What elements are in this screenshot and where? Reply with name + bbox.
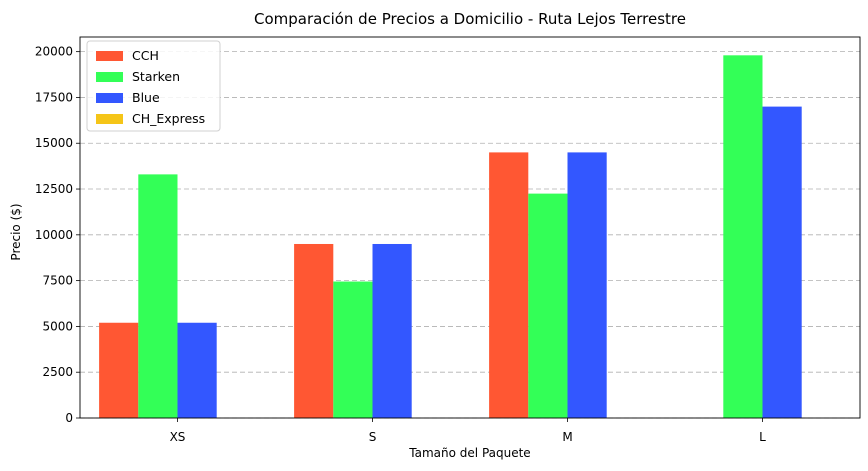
legend-label: Blue (132, 90, 160, 105)
legend-label: CCH (132, 48, 159, 63)
legend-swatch (96, 114, 123, 124)
bar-blue-xs (177, 322, 217, 418)
chart-title: Comparación de Precios a Domicilio - Rut… (254, 10, 686, 28)
bar-blue-m (567, 152, 607, 418)
bar-starken-m (528, 193, 568, 418)
y-tick-label: 17500 (35, 90, 73, 104)
bar-starken-xs (138, 174, 178, 418)
y-tick-label: 7500 (42, 274, 73, 288)
legend: CCH Starken Blue CH_Express (86, 40, 221, 132)
y-tick-label: 15000 (35, 136, 73, 150)
legend-label: CH_Express (132, 111, 205, 126)
x-axis-ticks: XS S M L (170, 418, 766, 444)
y-axis-ticks: 0 2500 5000 7500 10000 12500 15000 17500 20000 (35, 45, 80, 425)
x-tick-label: M (562, 430, 572, 444)
legend-swatch (96, 93, 123, 103)
plot-frame (79, 36, 861, 419)
y-tick-label: 20000 (35, 45, 73, 59)
y-axis-label: Precio ($) (9, 203, 23, 260)
x-tick-label: XS (170, 430, 186, 444)
y-tick-label: 0 (65, 411, 73, 425)
x-tick-label: L (759, 430, 766, 444)
y-tick-label: 10000 (35, 228, 73, 242)
y-tick-label: 2500 (42, 365, 73, 379)
bar-blue-l (762, 106, 802, 418)
legend-label: Starken (132, 69, 180, 84)
bar-cch-s (294, 243, 334, 418)
legend-swatch (96, 51, 123, 61)
y-tick-label: 12500 (35, 182, 73, 196)
bar-blue-s (372, 243, 412, 418)
legend-box (86, 40, 221, 132)
bar-starken-s (333, 281, 373, 418)
x-tick-label: S (369, 430, 377, 444)
x-axis-label: Tamaño del Paquete (408, 446, 530, 460)
legend-swatch (96, 72, 123, 82)
bar-cch-xs (99, 322, 139, 418)
bar-cch-m (489, 152, 529, 418)
bar-starken-l (723, 55, 763, 418)
axes (79, 36, 861, 419)
y-tick-label: 5000 (42, 319, 73, 333)
bars (99, 55, 802, 418)
